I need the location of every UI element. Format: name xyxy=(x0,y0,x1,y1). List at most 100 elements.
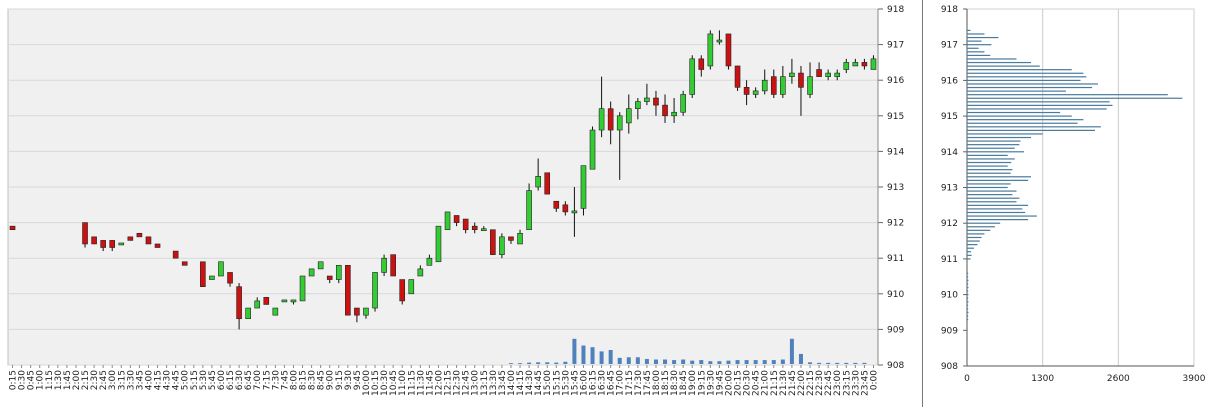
candle xyxy=(281,299,288,303)
profile-bar xyxy=(967,294,969,296)
candle xyxy=(734,65,741,91)
candle xyxy=(290,299,297,305)
candle xyxy=(263,297,270,305)
y-tick-label: 915 xyxy=(887,112,904,122)
candle-body xyxy=(136,232,143,238)
candle-body xyxy=(689,58,696,95)
profile-bar xyxy=(967,236,982,239)
candle-body xyxy=(625,108,632,124)
profile-bar xyxy=(967,258,971,260)
x-tick-label: 19:45 xyxy=(715,370,725,396)
x-tick-label: 9:15 xyxy=(335,370,345,390)
profile-bar xyxy=(967,40,982,42)
profile-y-tick-label: 916 xyxy=(941,76,958,86)
candle xyxy=(335,265,342,284)
candle xyxy=(517,229,523,245)
candle xyxy=(272,307,279,316)
x-tick-label: 0:30 xyxy=(18,370,28,390)
volume-bar xyxy=(744,360,749,364)
candle-body xyxy=(127,236,134,241)
candle-body xyxy=(544,172,551,195)
volume-bar xyxy=(771,360,776,364)
candle-body xyxy=(698,58,705,70)
candle xyxy=(308,268,315,277)
candle xyxy=(843,58,850,74)
x-tick-label: 2:30 xyxy=(90,370,100,390)
candle-body xyxy=(181,261,188,266)
candle xyxy=(798,65,804,116)
x-tick-label: 22:15 xyxy=(806,370,816,396)
candle xyxy=(625,94,632,134)
candle xyxy=(127,236,134,241)
x-tick-label: 4:00 xyxy=(144,370,154,390)
x-tick-label: 1:30 xyxy=(54,370,64,390)
y-tick-label: 914 xyxy=(887,147,904,157)
candle xyxy=(780,65,786,98)
profile-bar xyxy=(967,119,1084,121)
x-tick-label: 7:00 xyxy=(253,370,263,390)
x-tick-label: 22:00 xyxy=(797,370,807,396)
profile-bar xyxy=(967,79,1081,81)
candle-body xyxy=(526,190,532,231)
candle xyxy=(136,232,143,238)
x-tick-label: 5:15 xyxy=(190,370,200,390)
x-tick-label: 23:45 xyxy=(860,370,870,396)
x-tick-label: 15:30 xyxy=(561,370,571,396)
profile-bar xyxy=(967,204,1029,206)
candle xyxy=(770,69,777,98)
profile-x-tick-label: 1300 xyxy=(1031,374,1054,384)
candle xyxy=(508,236,514,244)
profile-y-tick-label: 908 xyxy=(941,362,958,372)
candle xyxy=(852,58,859,67)
x-tick-label: 18:30 xyxy=(670,370,680,396)
volume-bar xyxy=(808,362,813,364)
x-tick-label: 2:15 xyxy=(81,370,91,390)
x-tick-label: 21:15 xyxy=(770,370,780,396)
x-tick-label: 16:00 xyxy=(579,370,589,396)
x-tick-label: 9:00 xyxy=(326,370,336,390)
candle xyxy=(100,240,106,252)
x-tick-label: 10:15 xyxy=(371,370,381,396)
profile-bar xyxy=(967,169,1013,171)
candle xyxy=(526,183,532,231)
profile-y-tick-label: 917 xyxy=(941,41,958,51)
candle-body xyxy=(743,87,750,95)
candle xyxy=(698,55,705,77)
candle-body xyxy=(363,307,369,316)
candle xyxy=(635,98,641,120)
x-tick-label: 4:30 xyxy=(163,370,173,390)
profile-bar xyxy=(967,154,1008,156)
x-tick-label: 20:00 xyxy=(724,370,734,396)
x-tick-label: 13:30 xyxy=(489,370,499,396)
candle-body xyxy=(9,225,16,231)
profile-y-tick-label: 910 xyxy=(941,291,958,301)
candle xyxy=(109,240,116,252)
x-tick-label: 10:00 xyxy=(362,370,372,396)
candle xyxy=(145,236,152,245)
x-tick-label: 7:15 xyxy=(262,370,272,390)
x-tick-label: 5:30 xyxy=(199,370,209,390)
x-tick-label: 17:00 xyxy=(616,370,626,396)
volume-bar xyxy=(508,363,513,364)
candle xyxy=(870,55,877,70)
candle-body xyxy=(834,72,841,77)
candle-body xyxy=(408,279,415,295)
y-tick-label: 917 xyxy=(887,41,904,51)
candle xyxy=(154,243,161,248)
profile-bar xyxy=(967,219,1029,221)
candle-body xyxy=(372,272,378,309)
candle-body xyxy=(326,275,333,280)
volume-bar xyxy=(617,357,622,364)
profile-bar xyxy=(967,51,985,53)
candle-body xyxy=(707,33,714,67)
y-tick-label: 912 xyxy=(887,219,904,229)
x-tick-label: 2:45 xyxy=(99,370,109,390)
profile-bar xyxy=(967,122,1078,124)
candle xyxy=(553,200,560,212)
x-tick-label: 23:00 xyxy=(833,370,843,396)
x-tick-label: 1:00 xyxy=(36,370,46,390)
candle xyxy=(544,172,551,195)
candle-body xyxy=(571,210,578,214)
x-tick-label: 14:15 xyxy=(516,370,526,396)
candle-body xyxy=(390,254,396,277)
